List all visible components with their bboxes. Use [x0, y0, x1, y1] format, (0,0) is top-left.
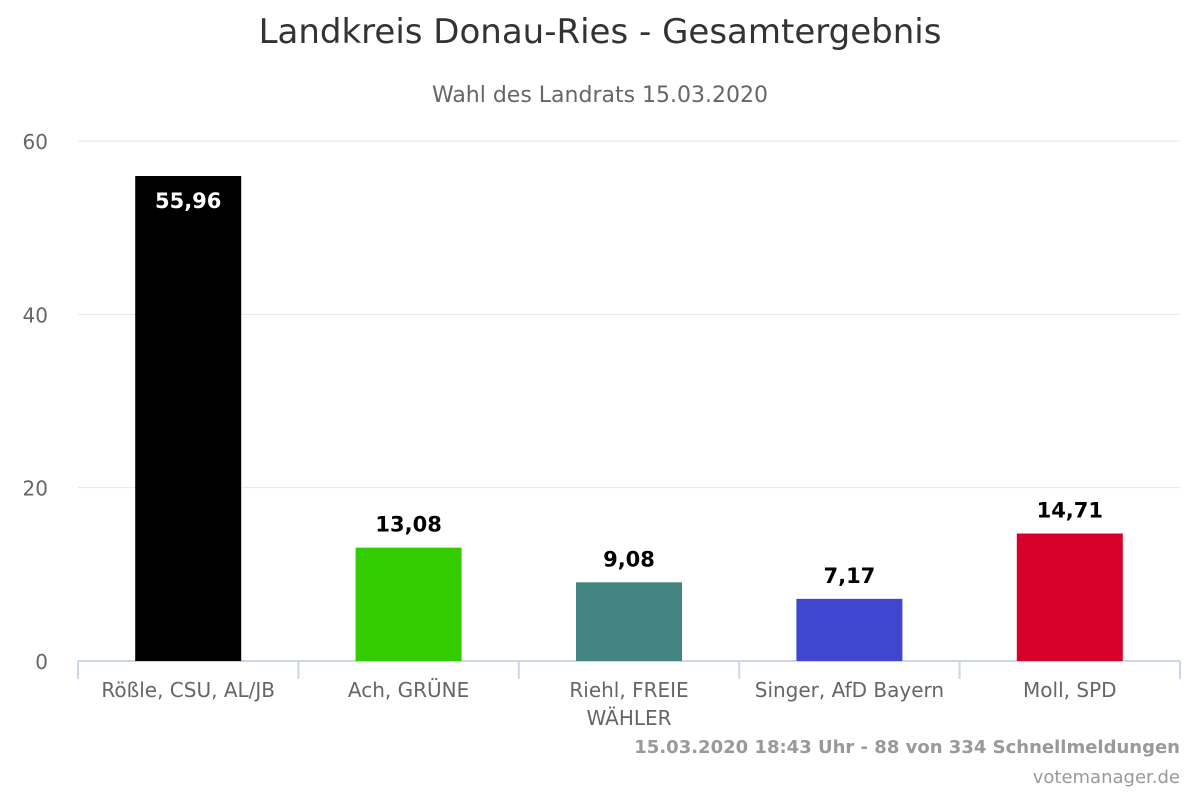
bar [796, 598, 903, 661]
footer-status: 15.03.2020 18:43 Uhr - 88 von 334 Schnel… [634, 737, 1180, 758]
bar [1016, 533, 1123, 661]
footer-credit: votemanager.de [1032, 767, 1180, 788]
y-tick-label: 20 [23, 477, 48, 501]
chart-subtitle: Wahl des Landrats 15.03.2020 [431, 83, 769, 108]
x-tick-label: Singer, AfD Bayern [755, 678, 944, 702]
y-tick-label: 40 [23, 303, 48, 327]
data-label: 9,08 [603, 547, 655, 571]
data-label: 7,17 [823, 564, 875, 588]
bar [135, 176, 242, 661]
y-tick-label: 0 [35, 650, 48, 674]
x-tick-label: Rößle, CSU, AL/JB [101, 678, 275, 702]
x-tick-label: Ach, GRÜNE [348, 678, 469, 702]
bar [355, 547, 462, 661]
bar [576, 582, 682, 661]
y-tick-label: 60 [23, 130, 48, 154]
x-tick-label: Moll, SPD [1023, 678, 1116, 702]
data-label: 14,71 [1037, 499, 1103, 523]
data-label: 13,08 [375, 513, 441, 537]
data-label: 55,96 [155, 189, 221, 213]
x-tick-label: Riehl, FREIE [569, 678, 688, 702]
chart-title: Landkreis Donau-Ries - Gesamtergebnis [258, 12, 942, 52]
x-tick-label: WÄHLER [586, 706, 671, 730]
